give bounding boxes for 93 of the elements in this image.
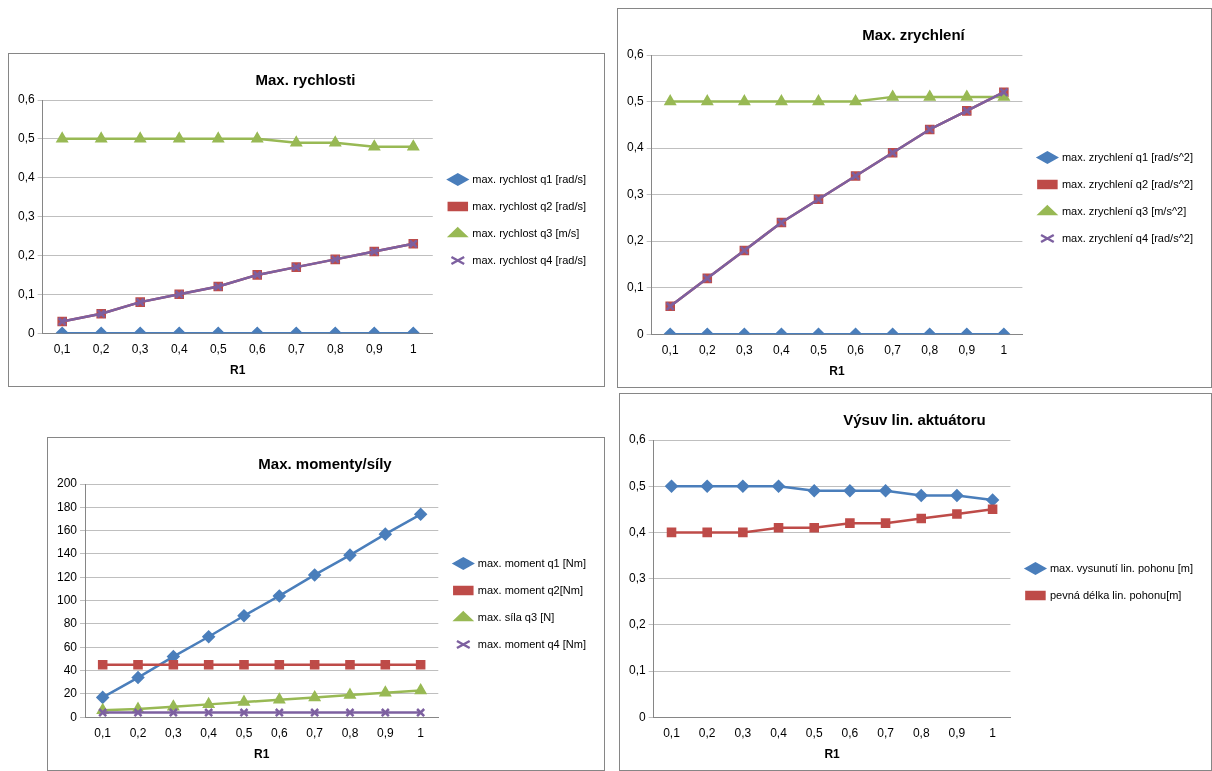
x-tick-label: 0,8 <box>912 725 930 740</box>
x-tick-label: 0,9 <box>365 341 383 356</box>
y-tick-label: 0,5 <box>628 478 646 493</box>
y-tick-label: 180 <box>56 499 78 514</box>
y-tick-label: 0,6 <box>626 47 644 62</box>
y-tick-label: 0 <box>27 325 35 340</box>
x-tick-label: 0,3 <box>734 725 752 740</box>
x-tick-label: 0,8 <box>341 725 359 740</box>
x-tick-label: 0,3 <box>131 341 149 356</box>
x-tick-label: 0,8 <box>326 341 344 356</box>
y-tick-label: 0 <box>70 709 78 724</box>
x-tick-label: 0,1 <box>94 725 112 740</box>
y-tick-label: 40 <box>63 662 78 677</box>
x-tick-label: 0,7 <box>877 725 895 740</box>
y-tick-label: 0,4 <box>628 524 646 539</box>
chart-title: Max. momenty/síly <box>258 455 393 473</box>
x-tick-label: 0,1 <box>663 725 681 740</box>
y-tick-label: 0,4 <box>17 170 35 185</box>
x-tick-label: 0,2 <box>92 341 110 356</box>
x-tick-label: 0,5 <box>235 725 253 740</box>
y-tick-label: 0,2 <box>626 233 644 248</box>
legend-label: max. rychlost q4 [rad/s] <box>472 253 587 266</box>
x-tick-label: 0,6 <box>841 725 859 740</box>
y-tick-label: 60 <box>63 639 78 654</box>
x-tick-label: 0,2 <box>698 342 716 357</box>
x-tick-label: 0,6 <box>248 341 266 356</box>
x-tick-label: 0,3 <box>736 342 754 357</box>
x-tick-label: 1 <box>417 725 425 740</box>
x-tick-label: 0,4 <box>773 342 791 357</box>
y-tick-label: 0,1 <box>628 663 646 678</box>
legend-label: max. zrychlení q3 [m/s^2] <box>1061 204 1187 217</box>
y-tick-label: 0 <box>638 709 646 724</box>
x-axis-title: R1 <box>829 364 846 379</box>
x-tick-label: 0,8 <box>921 342 939 357</box>
x-tick-label: 0,3 <box>165 725 183 740</box>
x-tick-label: 0,5 <box>805 725 823 740</box>
x-tick-label: 0,6 <box>270 725 288 740</box>
y-tick-label: 0,6 <box>628 432 646 447</box>
y-tick-label: 0,1 <box>626 279 644 294</box>
y-tick-label: 80 <box>63 616 78 631</box>
x-tick-label: 0,7 <box>884 342 902 357</box>
legend-label: max. moment q1 [Nm] <box>477 556 587 569</box>
y-tick-label: 0,3 <box>626 186 644 201</box>
x-axis-title: R1 <box>230 363 246 378</box>
y-tick-label: 0,6 <box>17 92 35 107</box>
y-tick-label: 200 <box>56 476 78 491</box>
legend-label: max. síla q3 [N] <box>477 610 555 623</box>
legend-label: max. zrychlení q2 [rad/s^2] <box>1061 177 1194 190</box>
x-tick-label: 0,7 <box>287 341 305 356</box>
x-tick-label: 0,5 <box>810 342 828 357</box>
x-tick-label: 0,4 <box>200 725 218 740</box>
x-tick-label: 0,9 <box>376 725 394 740</box>
x-axis-title: R1 <box>824 747 841 762</box>
y-tick-label: 120 <box>56 569 78 584</box>
chart-title: Max. rychlosti <box>255 71 356 89</box>
y-tick-label: 0,1 <box>17 286 35 301</box>
legend-label: max. moment q2[Nm] <box>477 583 583 596</box>
y-tick-label: 140 <box>56 546 78 561</box>
y-tick-label: 0,5 <box>626 93 644 108</box>
x-tick-label: 1 <box>1000 342 1008 357</box>
legend-label: pevná délka lin. pohonu[m] <box>1049 588 1182 601</box>
chart-title: Max. zrychlení <box>862 26 966 44</box>
x-tick-label: 0,7 <box>306 725 324 740</box>
legend-label: max. zrychlení q4 [rad/s^2] <box>1061 231 1194 244</box>
legend-label: max. rychlost q1 [rad/s] <box>472 172 587 185</box>
y-tick-label: 160 <box>56 522 78 537</box>
legend-label: max. zrychlení q1 [rad/s^2] <box>1061 150 1194 163</box>
legend-label: max. rychlost q2 [rad/s] <box>472 199 587 212</box>
y-tick-label: 0,2 <box>17 247 35 262</box>
chart-title: Výsuv lin. aktuátoru <box>843 411 986 429</box>
legend-label: max. vysunutí lin. pohonu [m] <box>1049 561 1194 574</box>
y-tick-label: 20 <box>63 686 78 701</box>
x-tick-label: 0,4 <box>170 341 188 356</box>
x-tick-label: 0,5 <box>209 341 227 356</box>
y-tick-label: 0,2 <box>628 617 646 632</box>
x-tick-label: 0,2 <box>129 725 147 740</box>
y-tick-label: 0,3 <box>17 208 35 223</box>
legend-label: max. rychlost q3 [m/s] <box>472 226 580 239</box>
x-tick-label: 0,9 <box>948 725 966 740</box>
x-tick-label: 0,1 <box>661 342 679 357</box>
x-tick-label: 0,6 <box>847 342 865 357</box>
x-tick-label: 0,2 <box>698 725 716 740</box>
y-tick-label: 0,4 <box>626 140 644 155</box>
y-tick-label: 0 <box>636 326 644 341</box>
y-tick-label: 0,5 <box>17 131 35 146</box>
x-tick-label: 1 <box>409 341 417 356</box>
y-tick-label: 100 <box>56 592 78 607</box>
legend-label: max. moment q4 [Nm] <box>477 637 587 650</box>
y-tick-label: 0,3 <box>628 570 646 585</box>
x-tick-label: 0,4 <box>770 725 788 740</box>
x-tick-label: 0,9 <box>958 342 976 357</box>
x-tick-label: 1 <box>989 725 997 740</box>
x-axis-title: R1 <box>253 747 270 762</box>
